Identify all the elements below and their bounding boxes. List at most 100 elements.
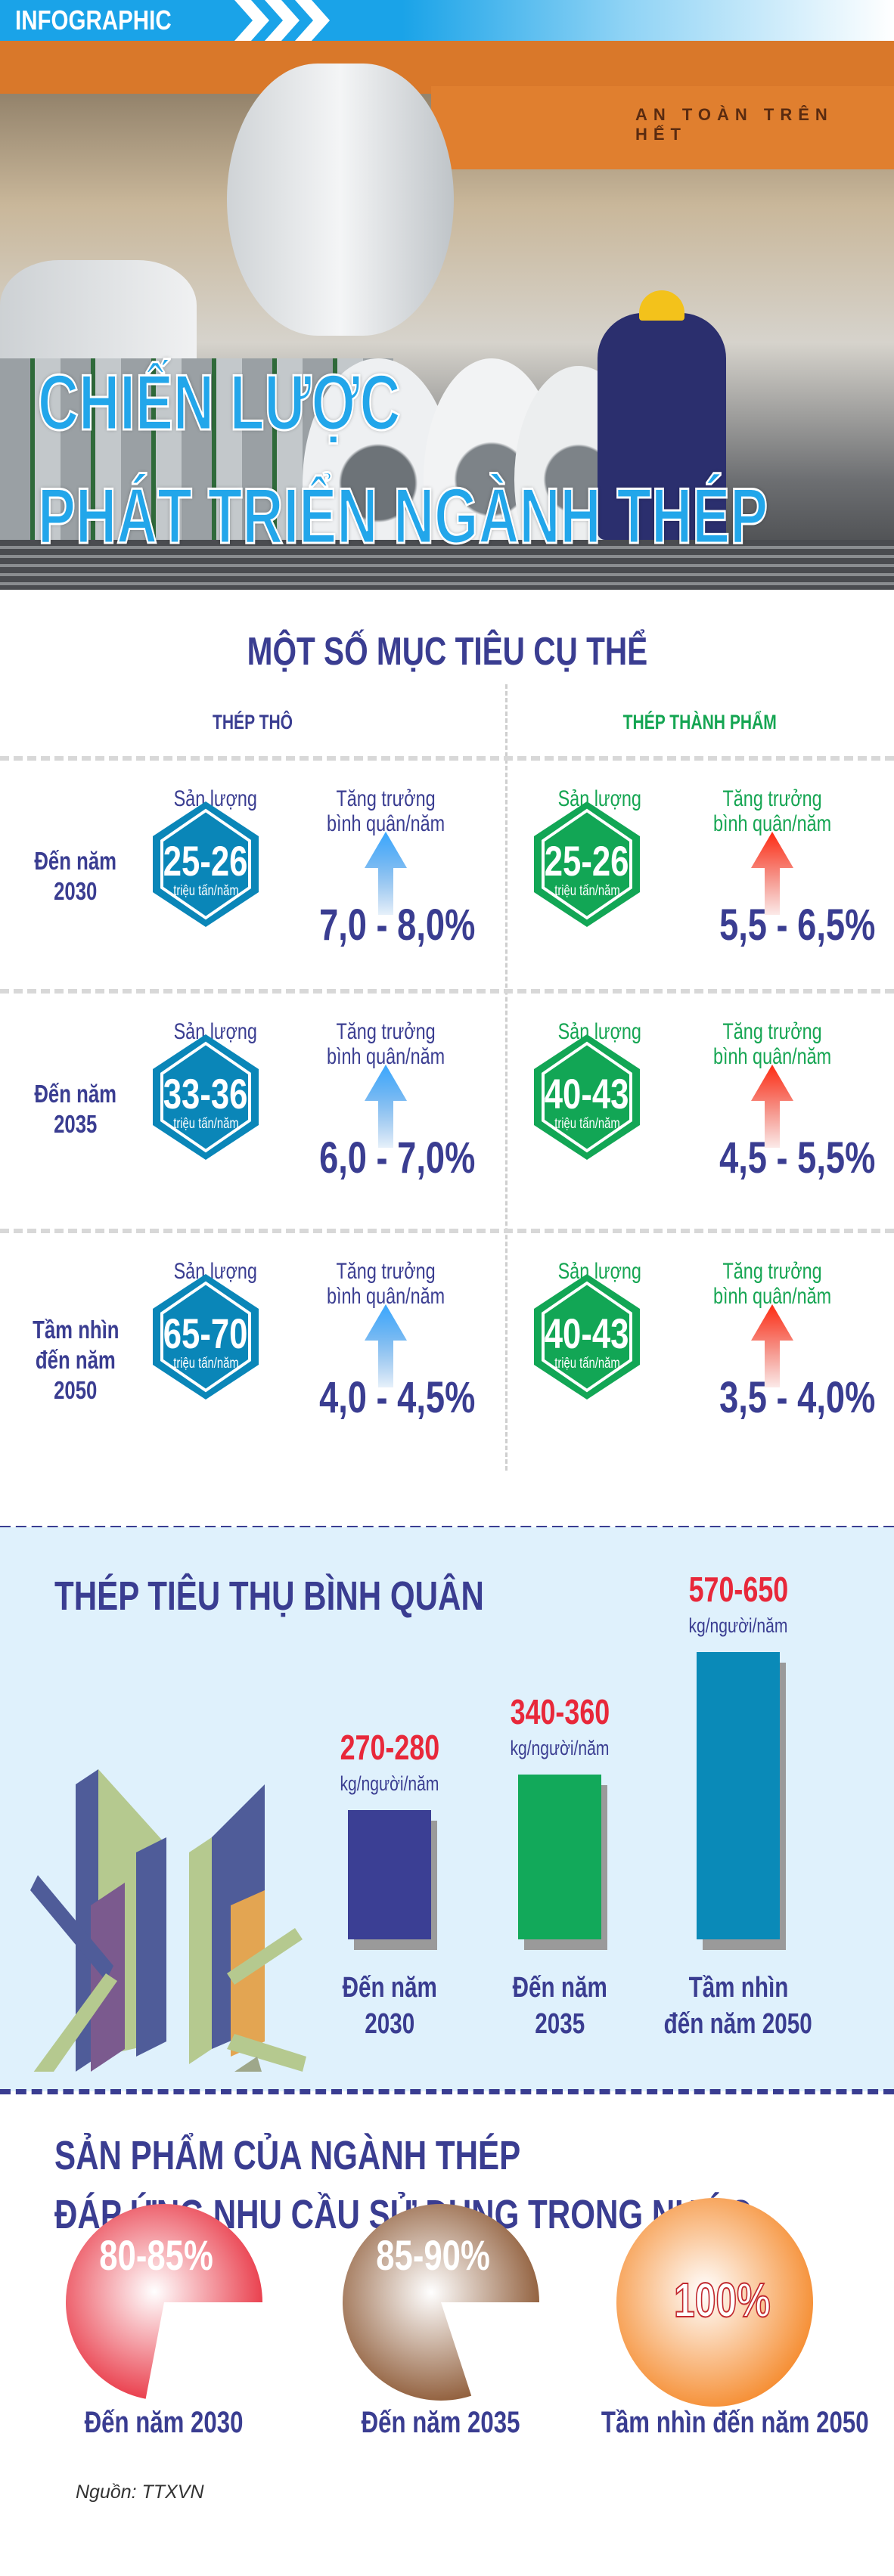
row-divider	[0, 756, 894, 761]
finished-output-unit: triệu tấn/năm	[554, 883, 620, 899]
bar-unit-label: kg/người/năm	[688, 1614, 788, 1637]
infographic-tag: INFOGRAPHIC	[15, 5, 172, 36]
column-divider	[505, 684, 508, 1471]
finished-output-value: 40-43	[545, 1310, 629, 1357]
bar-value-label: 270-280	[340, 1728, 439, 1767]
row-divider	[0, 989, 894, 994]
consumption-section: THÉP TIÊU THỤ BÌNH QUÂN 270-280 kg/người/…	[0, 1527, 894, 2091]
crude-output-hexagon	[153, 1034, 259, 1160]
bar	[697, 1652, 780, 1939]
bar-category-label: 2035	[535, 2008, 585, 2040]
row-period-label: Tầm nhìn	[32, 1316, 120, 1344]
consumption-title: THÉP TIÊU THỤ BÌNH QUÂN	[54, 1573, 484, 1619]
finished-growth-up-arrow-icon	[751, 832, 793, 915]
steel-beam-illustration	[30, 1769, 306, 2072]
pie-chart	[66, 2204, 262, 2399]
crude-growth-value: 4,0 - 4,5%	[318, 1373, 476, 1422]
crude-growth-label-1: Tăng trưởng	[336, 786, 436, 811]
pie-category-label: Tầm nhìn đến năm 2050	[601, 2406, 869, 2439]
col-crude-wrap: THÉP THÔ	[0, 711, 506, 734]
chevron-arrows-icon	[234, 0, 330, 41]
source-note: Nguồn: TTXVN	[76, 2481, 204, 2503]
col-finished-wrap: THÉP THÀNH PHẨM	[506, 711, 894, 734]
bar	[348, 1810, 431, 1939]
crude-output-unit: triệu tấn/năm	[172, 883, 239, 899]
row-period-label: đến năm	[36, 1346, 116, 1374]
bar-value-label: 570-650	[688, 1570, 788, 1609]
col-crude-header: THÉP THÔ	[213, 711, 293, 733]
crude-output-label: Sản lượng	[173, 1259, 258, 1284]
crude-growth-up-arrow-icon	[365, 1304, 407, 1387]
finished-growth-value: 5,5 - 6,5%	[719, 901, 876, 950]
worker	[598, 313, 726, 540]
targets-title-wrap: MỘT SỐ MỤC TIÊU CỤ THỂ	[0, 629, 894, 674]
steel-coils-photo: AN TOÀN TRÊN HẾT CHIẾN LƯỢC PHÁT TRIỂN N…	[0, 41, 894, 590]
row-period-label: 2030	[54, 877, 98, 905]
finished-growth-value: 4,5 - 5,5%	[719, 1133, 876, 1183]
finished-output-value: 40-43	[545, 1070, 629, 1118]
crude-output-label: Sản lượng	[173, 1019, 258, 1044]
row-period-label: 2035	[54, 1110, 98, 1138]
section-divider	[0, 2089, 894, 2094]
bar-category-label: 2030	[365, 2008, 414, 2040]
crude-growth-label-1: Tăng trưởng	[336, 1259, 436, 1284]
bar-category-label: Tầm nhìn	[688, 1972, 788, 2004]
row-period-label: 2050	[54, 1376, 98, 1404]
crude-output-hexagon	[153, 1274, 259, 1400]
row-period-label: Đến năm	[34, 847, 117, 875]
finished-output-label: Sản lượng	[557, 786, 642, 811]
safety-banner: AN TOÀN TRÊN HẾT	[635, 105, 833, 144]
finished-growth-value: 3,5 - 4,0%	[719, 1373, 876, 1422]
pie-value-label: 85-90%	[376, 2231, 491, 2279]
crude-growth-value: 6,0 - 7,0%	[318, 1133, 476, 1183]
targets-title: MỘT SỐ MỤC TIÊU CỤ THỂ	[247, 630, 647, 674]
finished-growth-up-arrow-icon	[751, 1065, 793, 1148]
pie-slice	[616, 2198, 813, 2407]
pie-slice	[343, 2203, 539, 2401]
crude-growth-label-1: Tăng trưởng	[336, 1019, 436, 1044]
main-title-line1: CHIẾN LƯỢC	[37, 358, 402, 448]
crude-output-hexagon	[153, 801, 259, 927]
bar-unit-label: kg/người/năm	[340, 1772, 439, 1795]
pie-chart	[616, 2198, 813, 2407]
finished-output-hexagon	[534, 801, 640, 927]
crude-growth-up-arrow-icon	[365, 832, 407, 915]
bar-category-label: đến năm 2050	[663, 2008, 813, 2040]
row-period-label: Đến năm	[34, 1080, 117, 1108]
col-finished-header: THÉP THÀNH PHẨM	[622, 711, 778, 733]
crude-output-label: Sản lượng	[173, 786, 258, 811]
bar-category-label: Đến năm	[512, 1972, 607, 2004]
finished-growth-up-arrow-icon	[751, 1304, 793, 1387]
finished-output-hexagon	[534, 1034, 640, 1160]
bar-value-label: 340-360	[510, 1692, 610, 1731]
finished-output-label: Sản lượng	[557, 1259, 642, 1284]
infographic-tag-bar: INFOGRAPHIC	[0, 0, 894, 41]
crude-growth-up-arrow-icon	[365, 1065, 407, 1148]
finished-growth-label-1: Tăng trưởng	[722, 1019, 822, 1044]
pie-category-label: Đến năm 2030	[85, 2406, 244, 2439]
finished-output-unit: triệu tấn/năm	[554, 1116, 620, 1132]
self-sufficiency-title-1: SẢN PHẨM CỦA NGÀNH THÉP	[54, 2133, 521, 2178]
bar	[518, 1775, 601, 1939]
crude-output-unit: triệu tấn/năm	[172, 1356, 239, 1372]
finished-output-unit: triệu tấn/năm	[554, 1356, 620, 1372]
crude-output-unit: triệu tấn/năm	[172, 1116, 239, 1132]
crude-output-value: 33-36	[163, 1070, 248, 1118]
pie-chart	[343, 2203, 539, 2401]
finished-growth-label-1: Tăng trưởng	[722, 786, 822, 811]
bar-category-label: Đến năm	[342, 1972, 437, 2004]
crude-growth-value: 7,0 - 8,0%	[318, 901, 476, 950]
finished-output-hexagon	[534, 1274, 640, 1400]
finished-output-label: Sản lượng	[557, 1019, 642, 1044]
row-divider	[0, 1229, 894, 1233]
finished-output-value: 25-26	[545, 837, 629, 885]
main-title-line2: PHÁT TRIỂN NGÀNH THÉP	[37, 472, 768, 562]
pie-value-label: 80-85%	[99, 2231, 214, 2279]
pie-value-label: 100%	[673, 2272, 771, 2328]
finished-growth-label-1: Tăng trưởng	[722, 1259, 822, 1284]
pie-slice	[66, 2204, 262, 2399]
crude-output-value: 25-26	[163, 837, 248, 885]
pie-category-label: Đến năm 2035	[362, 2406, 520, 2439]
bar-unit-label: kg/người/năm	[510, 1737, 610, 1759]
crude-output-value: 65-70	[163, 1310, 248, 1357]
